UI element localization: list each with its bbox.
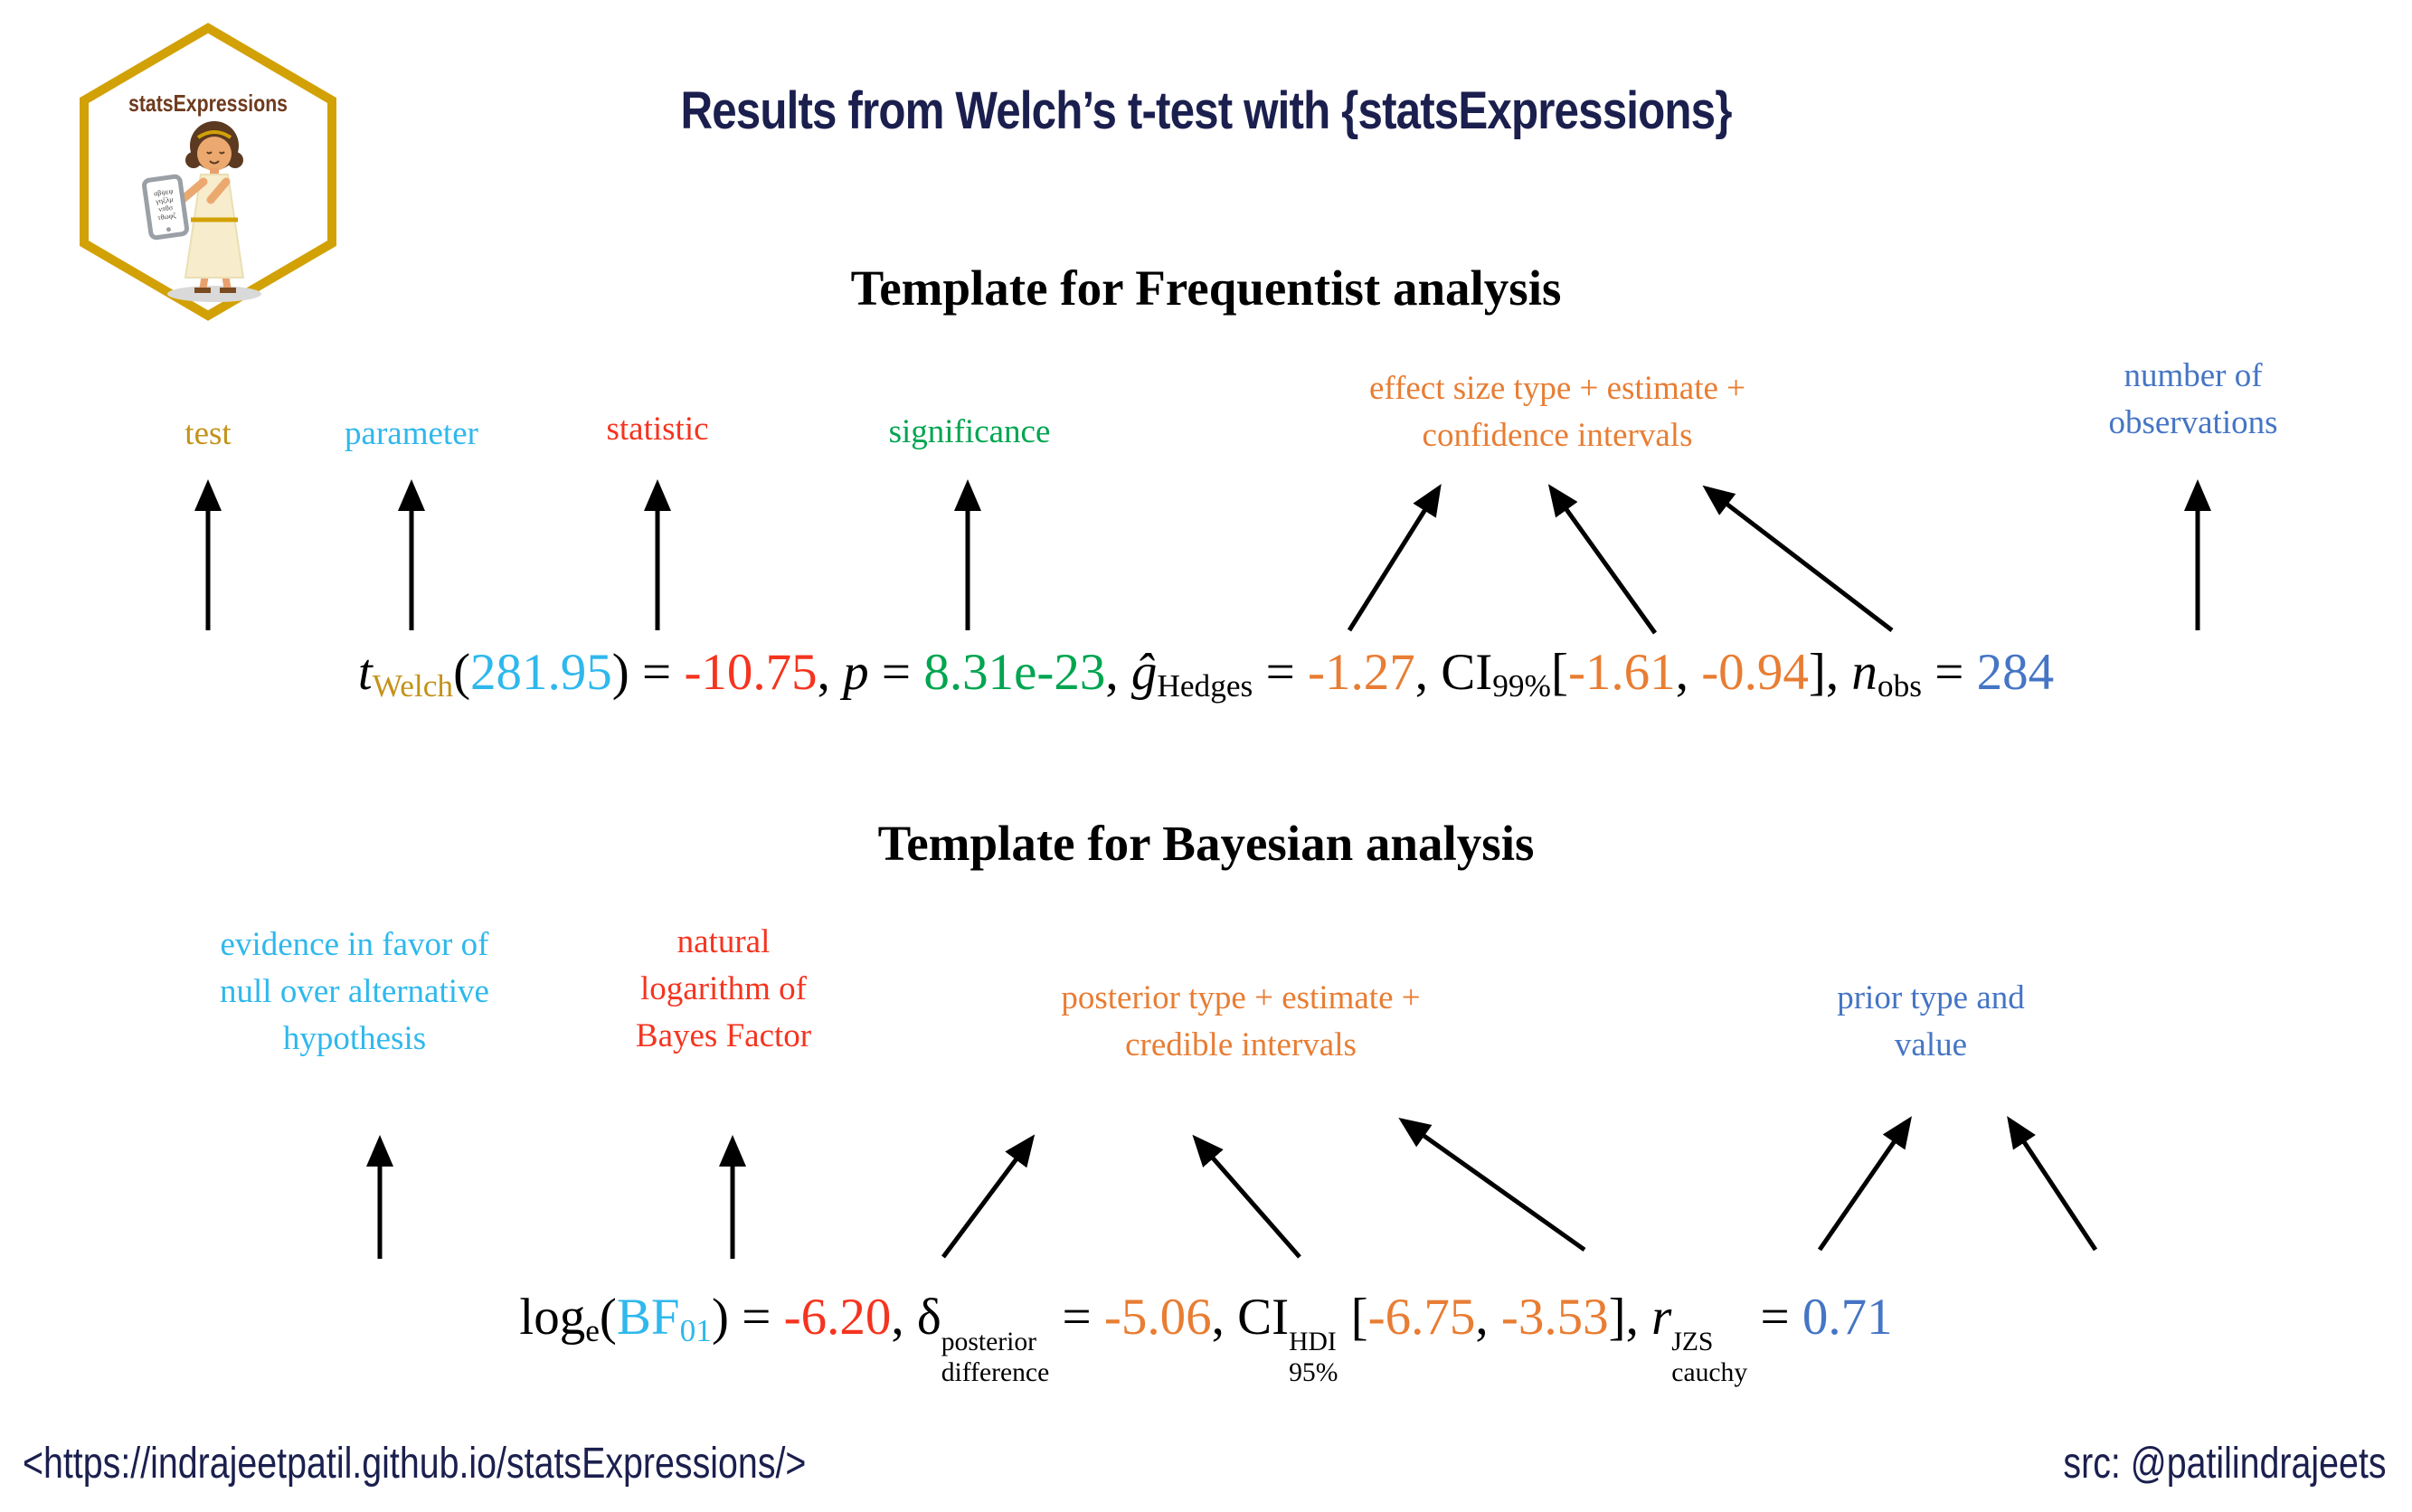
- formula-segment: p: [843, 644, 869, 701]
- label-parameter: parameter: [345, 415, 478, 452]
- label-significance: significance: [888, 413, 1051, 450]
- formula-segment: ĝHedges: [1130, 644, 1253, 704]
- formula-segment: 0.71: [1802, 1289, 1893, 1346]
- label-evidence-null: evidence in favor of null over alternativ…: [220, 926, 489, 1057]
- formula-segment: -0.94: [1701, 644, 1809, 701]
- frequentist-heading: Template for Frequentist analysis: [850, 260, 1562, 316]
- headband: [196, 130, 232, 139]
- formula-segment: nobs: [1851, 644, 1922, 704]
- svg-text:τθωφζ: τθωφζ: [157, 211, 177, 222]
- formula-segment: ) =: [611, 644, 685, 701]
- formula-segment: =: [1253, 644, 1308, 701]
- formula-segment: -6.75: [1367, 1289, 1476, 1346]
- formula-segment: (: [453, 644, 471, 701]
- formula-segment: BF01: [616, 1289, 712, 1348]
- label-log-bayes-factor: natural logarithm of Bayes Factor: [635, 923, 812, 1054]
- bayesian-formula: loge(BF01) = -6.20, δ posterior difference…: [0, 1288, 2412, 1388]
- svg-text:νπθσ: νπθσ: [158, 203, 175, 213]
- arrow-credible-interval: [1398, 1117, 1586, 1252]
- statsexpressions-logo: statsExpressions αβψεφ γηξλμ νπθσ τ: [80, 23, 336, 321]
- svg-text:αβψεφ: αβψεφ: [154, 187, 175, 198]
- formula-segment: ],: [1608, 1289, 1652, 1346]
- label-number-of-observations: number of observations: [2108, 357, 2278, 441]
- label-posterior: posterior type + estimate + credible inte…: [1061, 979, 1421, 1063]
- formula-segment: 284: [1976, 644, 2055, 701]
- formula-segment: -1.27: [1307, 644, 1415, 701]
- formula-segment: δ posterior difference: [916, 1289, 1050, 1387]
- label-effect-size: effect size type + estimate + confidence …: [1368, 370, 1746, 454]
- toga: [184, 174, 245, 279]
- face: [197, 137, 232, 171]
- arrow-effect-ci-high: [1702, 485, 1894, 632]
- formula-segment: ) =: [711, 1289, 784, 1346]
- formula-segment: ,: [817, 644, 844, 701]
- logo-title: statsExpressions: [128, 90, 288, 117]
- frequentist-formula: tWelch(281.95) = -10.75, p = 8.31e-23, ĝ…: [0, 643, 2412, 704]
- svg-text:γηξλμ: γηξλμ: [155, 195, 175, 206]
- arrow-posterior-type: [941, 1134, 1036, 1259]
- figure-shadow: [167, 286, 261, 302]
- formula-segment: 8.31e-23: [923, 644, 1106, 701]
- formula-segment: ,: [891, 1289, 917, 1346]
- formula-segment: -3.53: [1500, 1289, 1609, 1346]
- formula-segment: ,: [1414, 644, 1442, 701]
- formula-segment: =: [1049, 1289, 1104, 1346]
- formula-segment: -5.06: [1103, 1289, 1212, 1346]
- tablet-icon: αβψεφ γηξλμ νπθσ τθωφζ: [142, 174, 189, 241]
- formula-segment: loge: [519, 1289, 600, 1348]
- formula-segment: ],: [1808, 644, 1852, 701]
- formula-segment: ,: [1211, 1289, 1238, 1346]
- formula-segment: CI HDI 95%: [1237, 1289, 1338, 1387]
- arrow-prior-value: [2007, 1116, 2098, 1252]
- formula-segment: [: [1550, 644, 1568, 701]
- formula-segment: =: [1747, 1289, 1802, 1346]
- formula-segment: -6.20: [783, 1289, 892, 1346]
- formula-segment: ,: [1475, 1289, 1501, 1346]
- label-test: test: [184, 415, 232, 452]
- formula-segment: ,: [1105, 644, 1131, 701]
- formula-segment: -10.75: [684, 644, 818, 701]
- formula-segment: CI99%: [1441, 644, 1551, 704]
- formula-segment: -1.61: [1567, 644, 1676, 701]
- arrow-effect-estimate: [1347, 484, 1442, 632]
- formula-segment: tWelch: [357, 644, 454, 704]
- formula-segment: =: [868, 644, 924, 701]
- footer-credit[interactable]: src: @patilindrajeets: [2063, 1440, 2387, 1488]
- formula-segment: (: [599, 1289, 617, 1346]
- page-title: Results from Welch’s t-test with {statsE…: [680, 81, 1732, 140]
- label-statistic: statistic: [606, 411, 709, 448]
- arrow-prior-type: [1817, 1116, 1912, 1252]
- formula-segment: r JZS cauchy: [1651, 1289, 1748, 1387]
- hexagon-border: [80, 23, 336, 321]
- formula-segment: [: [1338, 1289, 1368, 1346]
- arrow-posterior-estimate: [1192, 1134, 1301, 1259]
- formula-segment: ,: [1675, 644, 1702, 701]
- greek-woman-figure: αβψεφ γηξλμ νπθσ τθωφζ: [142, 121, 261, 302]
- formula-segment: =: [1921, 644, 1977, 701]
- formula-segment: 281.95: [470, 644, 612, 701]
- footer-url[interactable]: <https://indrajeetpatil.github.io/statsE…: [23, 1440, 807, 1488]
- bayesian-heading: Template for Bayesian analysis: [877, 816, 1535, 871]
- arrow-effect-ci-low: [1547, 484, 1658, 635]
- label-prior: prior type and value: [1837, 979, 2025, 1063]
